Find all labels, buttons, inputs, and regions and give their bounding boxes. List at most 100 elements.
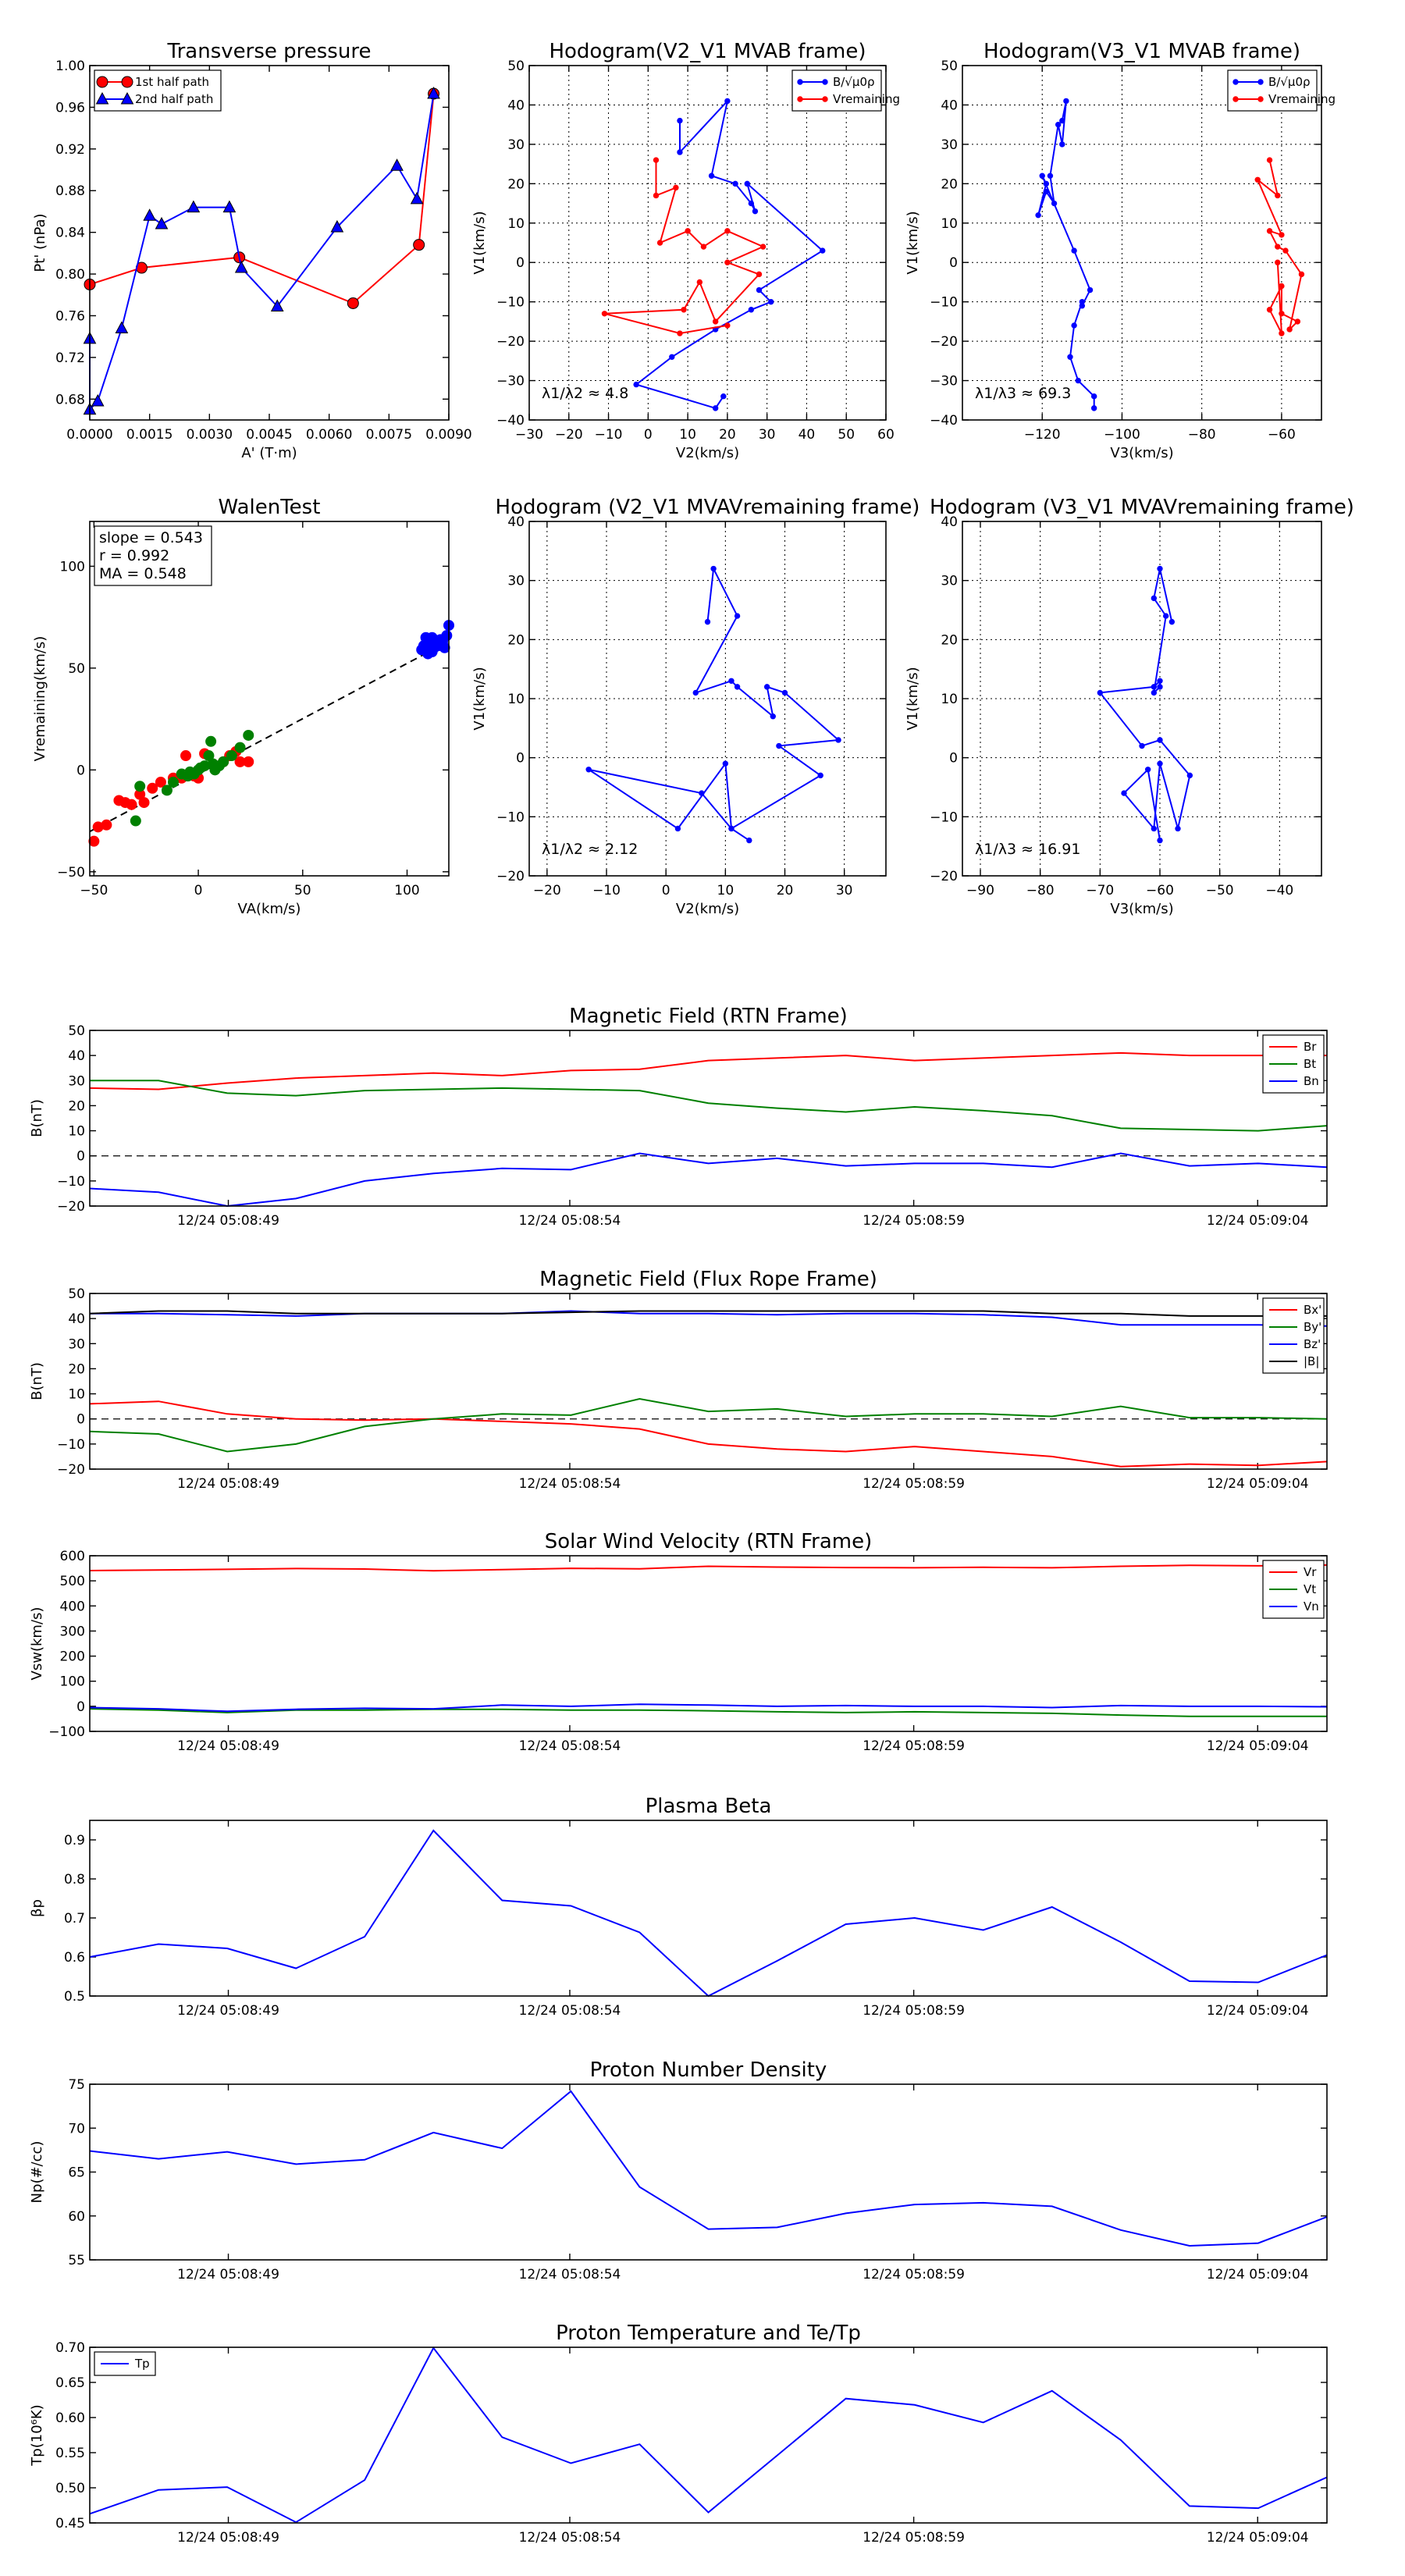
hodo_v3_mvav-frame bbox=[962, 521, 1322, 877]
vsw-series-line-2 bbox=[89, 1703, 1328, 1713]
hodo_v3_mvav-data-point bbox=[1157, 837, 1163, 844]
mag_fr-xtick-label: 12/24 05:09:04 bbox=[1207, 1476, 1309, 1492]
hodo_v3-ytick-label: 10 bbox=[941, 216, 958, 232]
transverse-xtick-label: 0.0045 bbox=[246, 427, 292, 443]
hodo_v3-data-point bbox=[1090, 393, 1097, 400]
hodo_v3-legend-marker bbox=[1232, 79, 1239, 85]
transverse-legend-marker bbox=[120, 91, 134, 105]
density-title: Proton Number Density bbox=[590, 2058, 827, 2082]
mag_fr-ytick-label: 40 bbox=[68, 1311, 85, 1327]
hodo_v2-xlabel: V2(km/s) bbox=[676, 445, 739, 461]
hodo_v3-data-point bbox=[1055, 121, 1062, 128]
hodo_v2-eigen-ratio: λ1/λ2 ≈ 4.8 bbox=[542, 385, 628, 402]
hodo_v2-data-point bbox=[673, 184, 679, 191]
vsw-xtick-label: 12/24 05:08:54 bbox=[519, 1738, 621, 1754]
hodo_v3-data-point bbox=[1282, 247, 1289, 254]
hodo_v3_mvav-ytick-label: 10 bbox=[941, 692, 958, 707]
hodo_v3-data-point bbox=[1043, 180, 1050, 187]
walen-xtick-label: −50 bbox=[80, 883, 108, 898]
transverse-ytick-label: 0.88 bbox=[55, 183, 85, 199]
transverse-data-point bbox=[115, 321, 129, 333]
walen-data-point bbox=[126, 799, 137, 810]
hodo_v2_mvav-ytick-label: 40 bbox=[507, 514, 525, 530]
temp-legend-label: Tp bbox=[134, 2357, 150, 2371]
walen-data-point bbox=[426, 646, 438, 657]
vsw-ytick-label: 0 bbox=[76, 1699, 85, 1715]
hodo_v3-data-point bbox=[1043, 188, 1050, 195]
hodo_v2-ytick-label: 30 bbox=[507, 137, 525, 153]
hodo_v3_mvav-data-point bbox=[1139, 742, 1145, 749]
hodo_v3-bg bbox=[962, 66, 1321, 420]
hodo_v3_mvav-data-point bbox=[1097, 689, 1104, 696]
beta-chart: 0.5 0.6 0.7 0.8 0.9 12/24 05:08:49 12/24 05:08… bbox=[29, 1795, 1328, 2019]
hodo_v2_mvav-data-point bbox=[763, 684, 770, 690]
hodo_v3-ytick-label: −30 bbox=[930, 374, 958, 390]
transverse-data-point bbox=[427, 86, 440, 99]
hodo_v2_mvav-ytick-label: −20 bbox=[496, 869, 525, 884]
hodo_v3-data-point bbox=[1059, 141, 1065, 148]
hodo_v2_mvav-data-point bbox=[817, 772, 823, 779]
hodo_v2-ytick-label: 50 bbox=[507, 59, 525, 74]
hodo_v2-data-point bbox=[724, 228, 731, 234]
mag_fr-xtick-label: 12/24 05:08:59 bbox=[863, 1476, 965, 1492]
hodo_v2-data-point bbox=[752, 208, 759, 215]
beta-xtick-label: 12/24 05:09:04 bbox=[1207, 2003, 1309, 2019]
hodo_v3-data-point bbox=[1071, 247, 1077, 254]
mag_rtn-chart: −20 −10 0 10 20 30 40 50 12/24 05:08:49 12/24 05:… bbox=[29, 1005, 1328, 1229]
mag_fr-legend-label: Bx' bbox=[1304, 1303, 1321, 1317]
vsw-ytick-label: 200 bbox=[60, 1649, 85, 1665]
transverse-ytick-label: 0.72 bbox=[55, 350, 85, 366]
mag_rtn-title: Magnetic Field (RTN Frame) bbox=[569, 1005, 848, 1028]
hodo_v2-data-point bbox=[685, 228, 691, 234]
mag_fr-frame bbox=[89, 1293, 1328, 1470]
vsw-xtick-label: 12/24 05:08:49 bbox=[177, 1738, 279, 1754]
mag_rtn-ytick-label: −20 bbox=[57, 1199, 85, 1215]
hodo_v3_mvav-data-point bbox=[1157, 760, 1163, 767]
hodo_v2-ytick-label: −40 bbox=[496, 413, 525, 429]
walen-ytick-label: 50 bbox=[68, 661, 85, 677]
hodo_v3-data-point bbox=[1286, 326, 1293, 333]
hodo_v2-data-point bbox=[677, 117, 683, 124]
hodo_v2_mvav-data-point bbox=[710, 565, 717, 572]
hodo_v2_mvav-data-point bbox=[728, 678, 735, 684]
mag_fr-series-line-3 bbox=[89, 1310, 1327, 1317]
beta-xtick-label: 12/24 05:08:54 bbox=[519, 2003, 621, 2019]
vsw-ylabel: Vsw(km/s) bbox=[29, 1607, 45, 1681]
transverse-data-point bbox=[155, 216, 169, 229]
hodo_v3-data-point bbox=[1075, 377, 1081, 384]
hodo_v3_mvav-data-point bbox=[1157, 737, 1163, 743]
walen-data-point bbox=[130, 815, 141, 827]
hodo_v2-data-point bbox=[681, 307, 687, 313]
walen-data-point bbox=[432, 638, 444, 649]
hodo_v3-xlabel: V3(km/s) bbox=[1110, 445, 1173, 461]
beta-ytick-label: 0.5 bbox=[64, 1989, 85, 2005]
hodo_v2_mvav-ytick-label: 30 bbox=[507, 574, 525, 589]
transverse-ytick-label: 0.84 bbox=[55, 226, 85, 241]
hodo_v3-data-point bbox=[1275, 244, 1281, 250]
hodo_v2-xtick-label: 60 bbox=[877, 427, 895, 443]
hodo_v3_mvav-ylabel: V1(km/s) bbox=[905, 667, 921, 730]
mag_rtn-frame bbox=[89, 1030, 1328, 1207]
hodo_v2-xtick-label: −30 bbox=[515, 427, 543, 443]
hodo_v2-data-point bbox=[748, 200, 755, 207]
transverse-data-point bbox=[143, 208, 157, 221]
hodo_v2-ytick-label: 20 bbox=[507, 176, 525, 192]
hodo_v2_mvav-xtick-label: 20 bbox=[777, 883, 794, 898]
hodo_v3_mvav-xtick-label: −70 bbox=[1086, 883, 1114, 898]
hodo_v2-legend-label: Vremaining bbox=[833, 92, 900, 106]
hodo_v2-title: Hodogram(V2_V1 MVAB frame) bbox=[549, 40, 866, 63]
hodo_v2-legend-marker bbox=[822, 79, 828, 85]
hodo_v2-legend-label: B/√μ0ρ bbox=[833, 75, 875, 89]
hodo_v2-data-point bbox=[677, 149, 683, 155]
hodo_v3_mvav-data-point bbox=[1157, 684, 1163, 690]
hodo_v2-xtick-label: 10 bbox=[679, 427, 696, 443]
vsw-series-line-0 bbox=[89, 1564, 1328, 1572]
temp-ytick-label: 0.70 bbox=[55, 2340, 85, 2356]
hodo_v2_mvav-data-point bbox=[781, 689, 788, 696]
hodo_v3_mvav-ytick-label: −10 bbox=[930, 809, 958, 825]
transverse-data-point bbox=[270, 299, 284, 311]
transverse-data-point bbox=[413, 239, 425, 251]
hodo_v2_mvav-title: Hodogram (V2_V1 MVAVremaining frame) bbox=[496, 496, 920, 519]
mag_rtn-ytick-label: 20 bbox=[68, 1098, 85, 1114]
